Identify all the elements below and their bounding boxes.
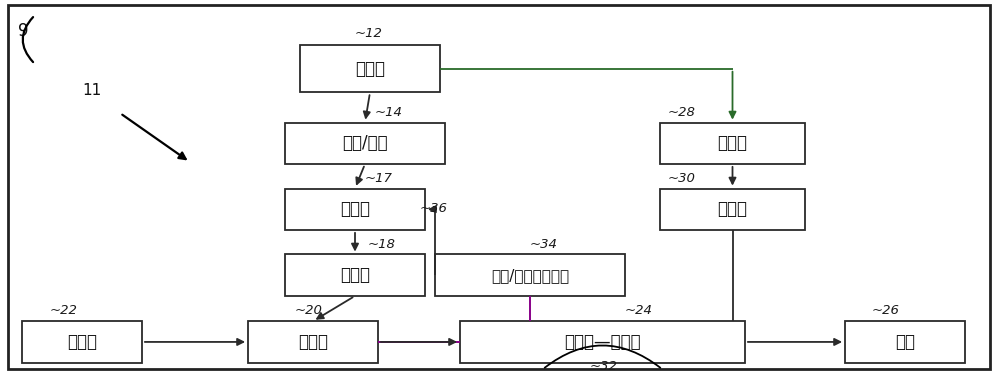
Text: 9: 9	[18, 21, 28, 40]
Text: ~28: ~28	[668, 106, 696, 119]
FancyBboxPatch shape	[435, 254, 625, 296]
FancyBboxPatch shape	[8, 5, 990, 369]
FancyBboxPatch shape	[22, 321, 142, 363]
Text: 离合器: 离合器	[298, 333, 328, 351]
FancyBboxPatch shape	[300, 45, 440, 92]
FancyBboxPatch shape	[248, 321, 378, 363]
Text: 致动器: 致动器	[340, 266, 370, 284]
Text: ~17: ~17	[365, 172, 393, 185]
Text: 驾驶员: 驾驶员	[355, 60, 385, 78]
Text: ~18: ~18	[368, 238, 396, 251]
FancyBboxPatch shape	[660, 123, 805, 164]
Text: ~32: ~32	[590, 360, 618, 373]
Text: ~36: ~36	[420, 202, 448, 215]
Text: 车轮: 车轮	[895, 333, 915, 351]
Text: 变速杆: 变速杆	[718, 134, 748, 152]
Text: ~12: ~12	[355, 27, 383, 40]
FancyBboxPatch shape	[285, 123, 445, 164]
FancyBboxPatch shape	[845, 321, 965, 363]
FancyBboxPatch shape	[660, 188, 805, 230]
Text: ~26: ~26	[872, 304, 900, 317]
Text: 11: 11	[82, 83, 101, 98]
Text: ~20: ~20	[295, 304, 323, 317]
Text: 变速箱—传动系: 变速箱—传动系	[564, 333, 641, 351]
Text: ~24: ~24	[625, 304, 653, 317]
Text: ~22: ~22	[50, 304, 78, 317]
FancyBboxPatch shape	[285, 254, 425, 296]
Text: 变速叉: 变速叉	[718, 200, 748, 218]
Text: ~34: ~34	[530, 238, 558, 251]
Text: ~14: ~14	[375, 106, 403, 119]
Text: 速度/加速度传感器: 速度/加速度传感器	[491, 268, 569, 283]
FancyBboxPatch shape	[285, 188, 425, 230]
FancyBboxPatch shape	[460, 321, 745, 363]
Text: 发动机: 发动机	[67, 333, 97, 351]
Text: 控制器: 控制器	[340, 200, 370, 218]
Text: ~30: ~30	[668, 172, 696, 185]
Text: 踏板/开关: 踏板/开关	[342, 134, 388, 152]
